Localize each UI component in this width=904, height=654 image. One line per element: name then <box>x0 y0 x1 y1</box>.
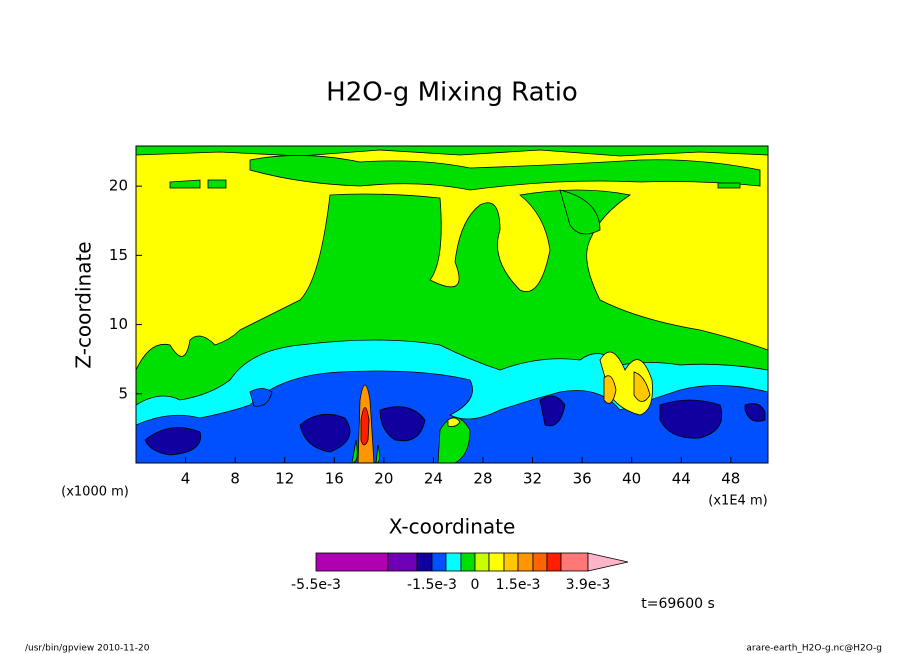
y-tick-label: 10 <box>109 315 128 333</box>
x-tick-label: 40 <box>622 470 641 488</box>
y-tick-label: 20 <box>109 177 128 195</box>
colorbar-box <box>460 552 476 572</box>
colorbar-tick-label: -1.5e-3 <box>407 577 457 593</box>
colorbar-box <box>431 552 447 572</box>
colorbar-tick-label: -5.5e-3 <box>291 577 341 593</box>
contour-region <box>447 417 461 427</box>
colorbar-box <box>387 552 418 572</box>
x-tick-label: 24 <box>424 470 443 488</box>
colorbar-box <box>474 552 490 572</box>
x-tick-label: 12 <box>275 470 294 488</box>
colorbar-box <box>503 552 519 572</box>
y-tick-label: 15 <box>109 246 128 264</box>
contour-region <box>249 155 761 191</box>
contour-region <box>360 407 370 446</box>
x-tick-label: 32 <box>523 470 542 488</box>
x-tick-label: 8 <box>230 470 240 488</box>
contour-region <box>603 371 651 404</box>
colorbar-box <box>488 552 505 572</box>
x-tick-label: 48 <box>721 470 740 488</box>
x-unit-label: (x1000 m) <box>61 485 129 500</box>
contour-region <box>169 179 741 189</box>
y-axis-label: Z-coordinate <box>72 241 96 368</box>
x-tick-label: 28 <box>473 470 492 488</box>
x-axis-label: X-coordinate <box>389 515 516 539</box>
colorbar-box <box>315 552 389 572</box>
colorbar-box <box>416 552 433 572</box>
contour-region <box>136 146 768 157</box>
colorbar-over <box>587 552 629 572</box>
colorbar-tick-label: 1.5e-3 <box>496 577 541 593</box>
footer: /usr/bin/gpview 2010-11-20 <box>25 644 150 654</box>
y-tick-label: 5 <box>118 384 128 402</box>
x-unit-label: (x1E4 m) <box>708 494 767 509</box>
x-tick-label: 44 <box>672 470 691 488</box>
contour-region <box>144 395 766 456</box>
x-tick-label: 20 <box>374 470 393 488</box>
colorbar-box <box>560 552 589 572</box>
chart-title: H2O-g Mixing Ratio <box>326 78 578 108</box>
x-tick-label: 16 <box>325 470 344 488</box>
contour-region <box>136 370 768 463</box>
contour-region <box>249 388 273 407</box>
colorbar-tick-label: 3.9e-3 <box>566 577 611 593</box>
colorbar-box <box>532 552 548 572</box>
time-label: t=69600 s <box>641 596 715 612</box>
plot-frame <box>135 145 769 464</box>
colorbar-box <box>546 552 562 572</box>
colorbar-box <box>445 552 462 572</box>
x-tick-label: 36 <box>573 470 592 488</box>
footer: arare-earth_H2O-g.nc@H2O-g <box>746 644 882 654</box>
colorbar-tick-label: 0 <box>471 577 480 593</box>
colorbar-box <box>517 552 534 572</box>
contour-region <box>559 189 601 235</box>
x-tick-label: 4 <box>181 470 191 488</box>
